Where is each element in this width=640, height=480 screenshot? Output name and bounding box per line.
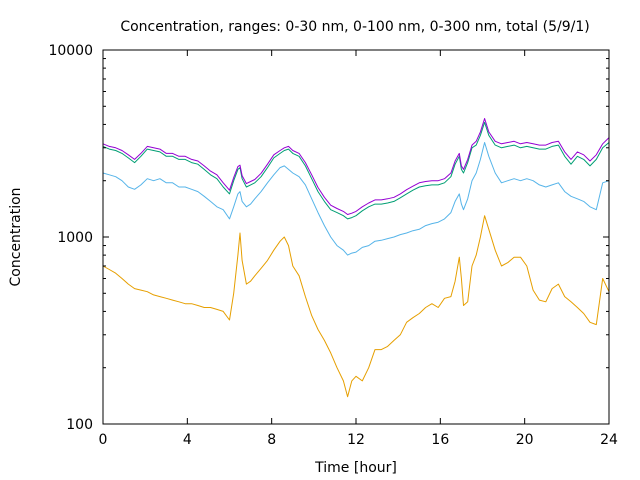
x-tick-label: 20 [516, 432, 534, 448]
y-tick-label: 10000 [48, 43, 93, 59]
series-line-1 [102, 215, 610, 398]
series-line-3 [102, 121, 610, 220]
y-axis-title: Concentration [8, 187, 24, 286]
series-line-2 [102, 142, 610, 256]
series-line-4 [102, 118, 610, 215]
x-tick-label: 16 [431, 432, 449, 448]
chart-title: Concentration, ranges: 0-30 nm, 0-100 nm… [120, 19, 589, 35]
x-tick-label: 12 [347, 432, 365, 448]
y-tick-label: 1000 [57, 230, 93, 246]
x-axis-title: Time [hour] [314, 460, 397, 476]
y-tick-label: 100 [66, 417, 93, 433]
series-layer [102, 118, 610, 398]
x-tick-label: 4 [183, 432, 192, 448]
x-tick-label: 8 [267, 432, 276, 448]
x-tick-label: 0 [99, 432, 108, 448]
ticks-layer: 0 4 8 12 16 20 24 100 1000 10000 [48, 43, 618, 448]
x-tick-label: 24 [600, 432, 618, 448]
